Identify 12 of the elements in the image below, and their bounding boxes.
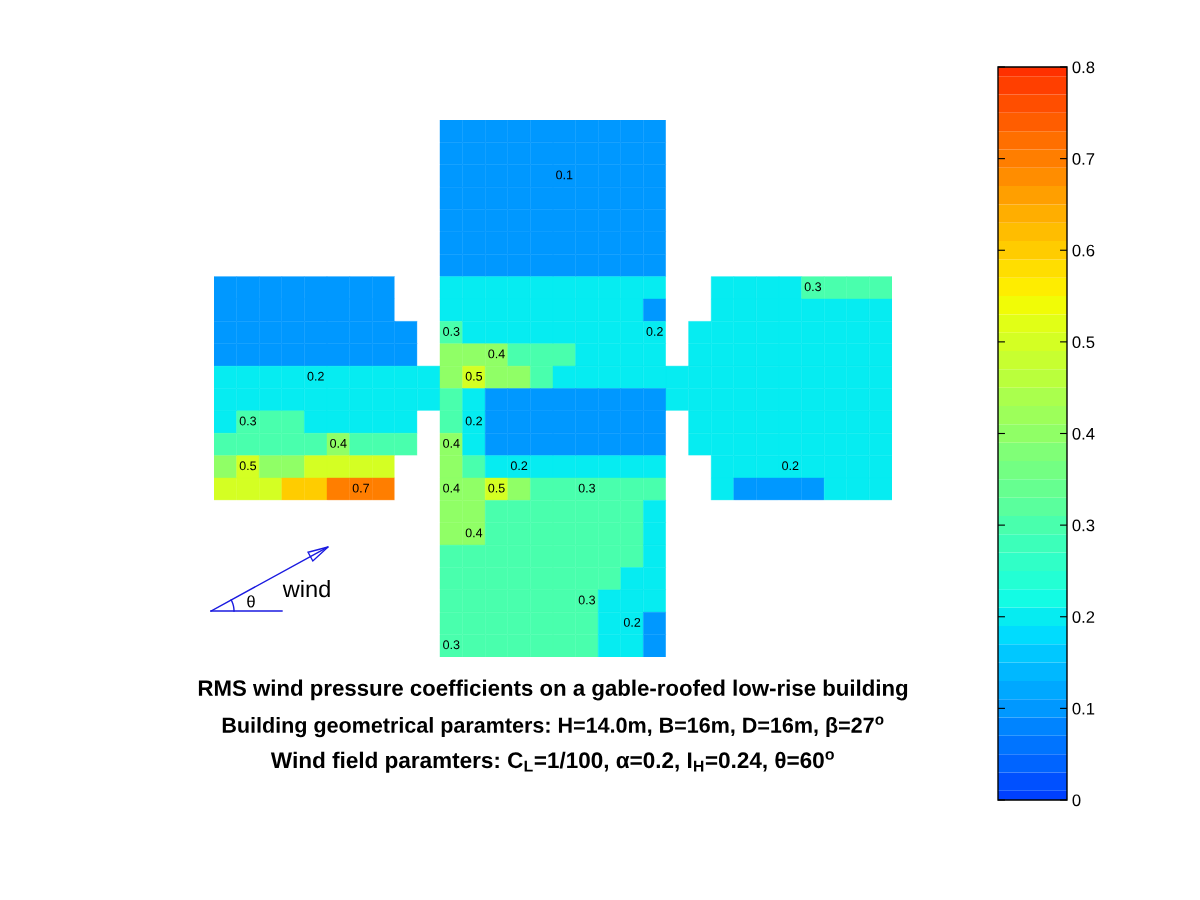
color-bar-label: 0.2 [1072, 611, 1095, 623]
color-bar-label: 0 [1072, 794, 1081, 807]
color-bar-label: 0.8 [1072, 61, 1095, 74]
text: Wind field paramters: C$_{L}$=1/100, α=0.2, I$_{H}$=0.24, θ=60$^{o}$ [270, 751, 834, 773]
text: Building geometrical paramters: H=14.0m, B=16m, D=16m, β=27$^{o}$ [222, 716, 884, 738]
color-bar-label: 0.1 [1072, 702, 1095, 715]
color-bar-label: 0.6 [1072, 244, 1095, 257]
color-bar-label: 0.7 [1072, 153, 1095, 165]
text: RMS wind pressure coefficients on a gable-roofed low-rise building [198, 679, 908, 701]
color-bar-label: 0.3 [1072, 519, 1095, 532]
color-bar-label: 0.4 [1072, 427, 1095, 440]
color-bar-label: 0.5 [1072, 336, 1095, 349]
